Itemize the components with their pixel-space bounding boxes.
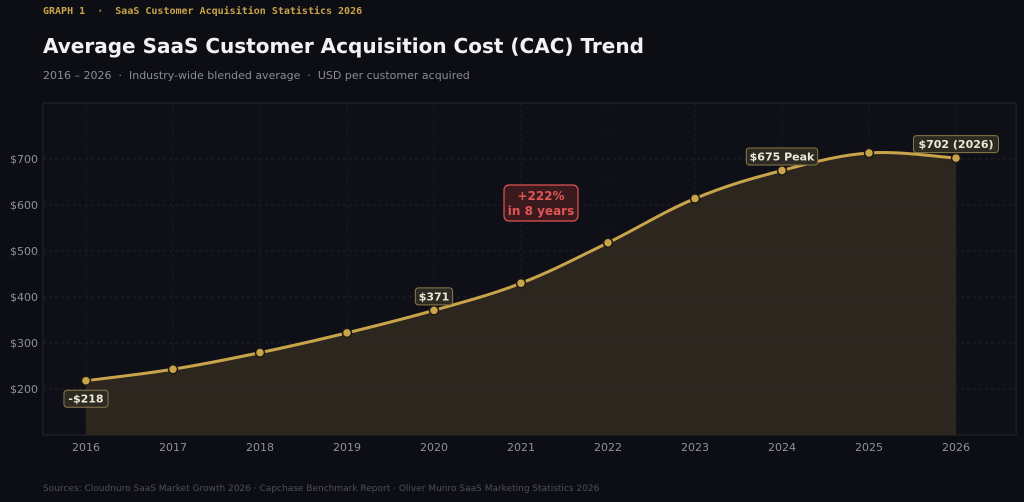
eyebrow-prefix: GRAPH 1 — [43, 6, 86, 17]
data-label: $371 — [414, 287, 454, 306]
data-point — [80, 375, 92, 386]
y-tick-label: $200 — [10, 383, 38, 396]
series-area — [86, 152, 956, 435]
x-tick-label: 2020 — [420, 441, 448, 454]
data-label-box — [63, 389, 109, 408]
subtitle-unit: USD per customer acquired — [317, 69, 470, 82]
data-point — [428, 305, 440, 316]
growth-callout: +222%in 8 years — [503, 184, 579, 222]
data-label: $702 (2026) — [912, 135, 1000, 154]
subtitle-range: 2016 – 2026 — [43, 69, 112, 82]
x-tick-label: 2018 — [246, 441, 274, 454]
y-tick-label: $600 — [10, 199, 38, 212]
x-tick-label: 2025 — [855, 441, 883, 454]
data-label-box — [912, 135, 1000, 154]
growth-callout-box — [503, 184, 579, 222]
data-point — [167, 363, 179, 375]
x-tick-label: 2019 — [333, 441, 361, 454]
y-tick-label: $300 — [10, 337, 38, 350]
chart-sources: Sources: Cloudnuro SaaS Market Growth 20… — [43, 484, 600, 494]
growth-callout-line: in 8 years — [508, 204, 574, 218]
data-label: $675 Peak — [745, 147, 819, 166]
data-label-box — [414, 287, 454, 306]
data-point — [515, 277, 527, 289]
y-tick-label: $400 — [10, 291, 38, 304]
x-tick-label: 2023 — [681, 441, 709, 454]
data-label-box — [745, 147, 819, 166]
data-label-text: $702 (2026) — [918, 138, 993, 151]
data-point — [341, 327, 353, 339]
data-label-text: -$218 — [68, 393, 103, 406]
x-tick-label: 2026 — [942, 441, 970, 454]
data-label-text: $675 Peak — [750, 150, 815, 163]
data-point — [863, 147, 875, 159]
growth-callout-line: +222% — [517, 189, 564, 203]
x-tick-label: 2016 — [72, 441, 100, 454]
subtitle-sep-2: · — [307, 69, 311, 82]
chart-title: Average SaaS Customer Acquisition Cost (… — [43, 34, 644, 58]
eyebrow-separator: · — [97, 6, 104, 17]
y-tick-label: $700 — [10, 153, 38, 166]
data-point — [776, 165, 788, 176]
eyebrow-text: SaaS Customer Acquisition Statistics 202… — [115, 6, 363, 17]
data-label: -$218 — [63, 389, 109, 408]
data-point — [602, 237, 614, 248]
data-point — [689, 193, 701, 204]
chart-eyebrow: GRAPH 1 · SaaS Customer Acquisition Stat… — [43, 6, 362, 17]
subtitle-scope: Industry-wide blended average — [128, 69, 301, 82]
x-tick-label: 2022 — [594, 441, 622, 454]
x-tick-label: 2017 — [159, 441, 187, 454]
data-label-text: $371 — [419, 290, 450, 303]
y-tick-label: $500 — [10, 245, 38, 258]
data-point — [254, 347, 266, 358]
data-point — [950, 152, 962, 164]
x-tick-label: 2024 — [768, 441, 796, 454]
chart-subtitle: 2016 – 2026 · Industry-wide blended aver… — [43, 69, 470, 82]
subtitle-sep-1: · — [118, 69, 122, 82]
x-tick-label: 2021 — [507, 441, 535, 454]
